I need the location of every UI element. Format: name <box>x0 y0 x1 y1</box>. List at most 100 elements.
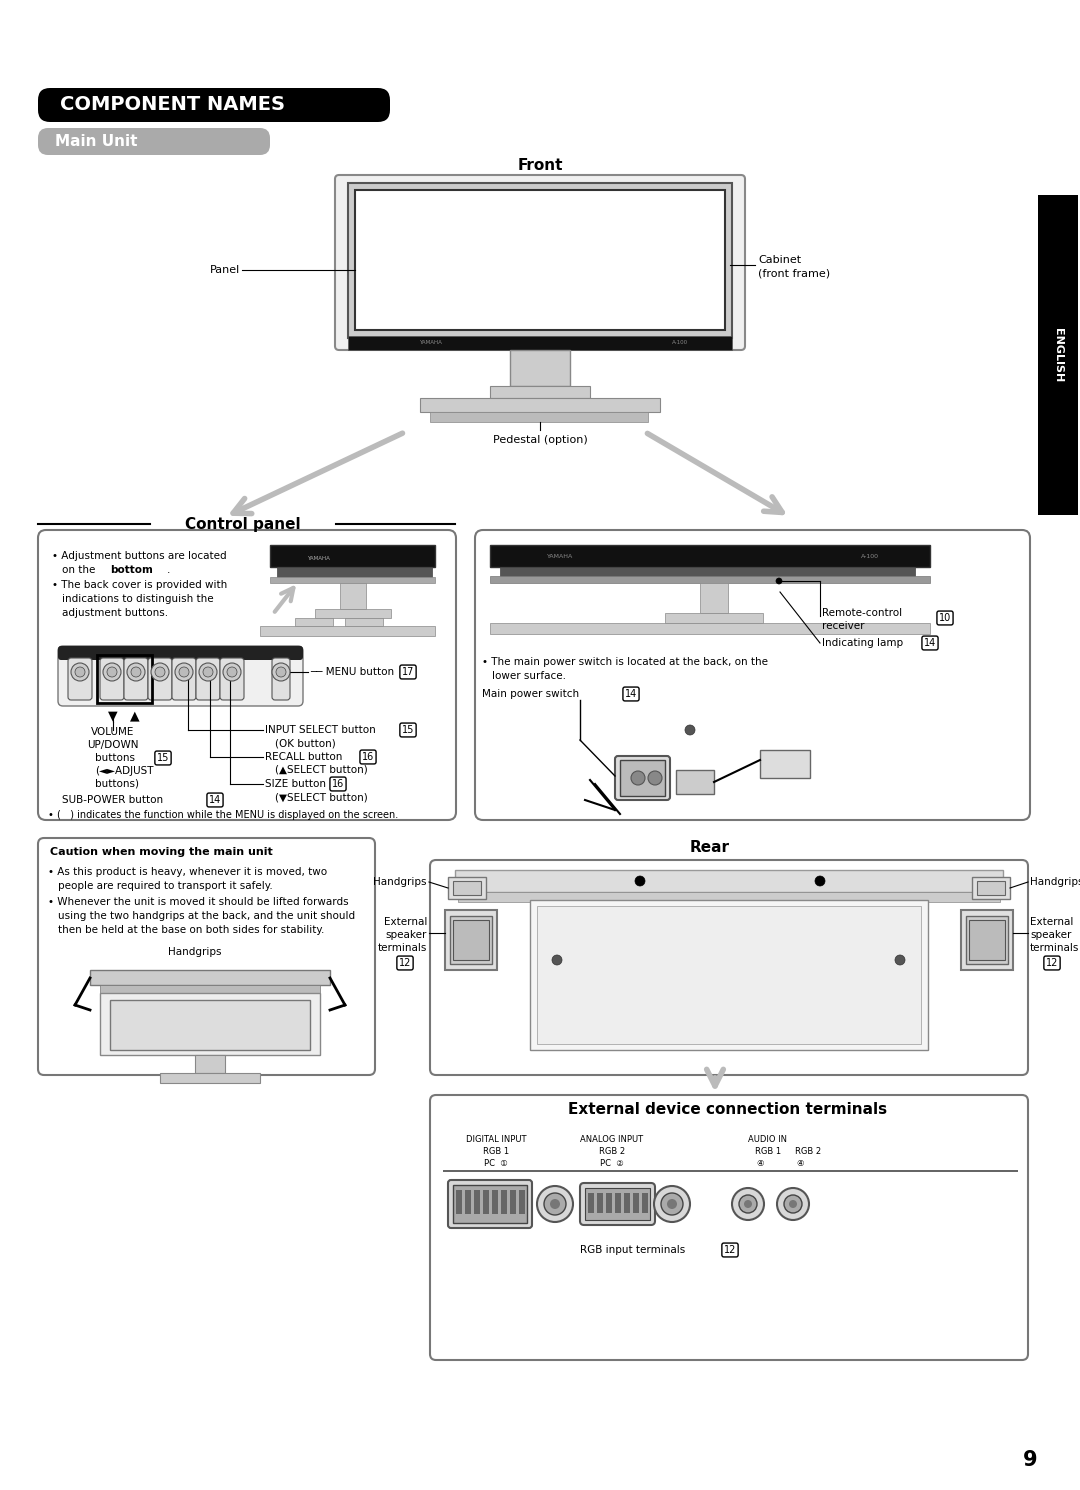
Text: UP/DOWN: UP/DOWN <box>87 741 138 749</box>
Bar <box>676 770 714 794</box>
Text: 17: 17 <box>402 668 415 676</box>
Text: terminals: terminals <box>378 943 427 954</box>
Bar <box>492 1191 498 1214</box>
FancyBboxPatch shape <box>272 659 291 700</box>
Text: Main Unit: Main Unit <box>55 134 137 149</box>
Text: • The main power switch is located at the back, on the: • The main power switch is located at th… <box>482 657 768 668</box>
FancyBboxPatch shape <box>124 659 148 700</box>
Text: INPUT SELECT button: INPUT SELECT button <box>265 726 376 735</box>
FancyBboxPatch shape <box>335 174 745 350</box>
Text: External device connection terminals: External device connection terminals <box>568 1103 888 1118</box>
Circle shape <box>777 1188 809 1220</box>
Text: (▲SELECT button): (▲SELECT button) <box>275 764 368 775</box>
Circle shape <box>895 955 905 966</box>
Circle shape <box>222 663 241 681</box>
Text: 10: 10 <box>939 612 951 623</box>
Text: PC  ②: PC ② <box>600 1159 624 1168</box>
Text: SIZE button: SIZE button <box>265 779 326 790</box>
Text: Handgrips: Handgrips <box>1030 878 1080 887</box>
Text: COMPONENT NAMES: COMPONENT NAMES <box>60 95 285 115</box>
Bar <box>537 906 921 1044</box>
Bar <box>348 337 732 350</box>
FancyBboxPatch shape <box>475 530 1030 820</box>
Text: 16: 16 <box>362 752 374 761</box>
Text: PC  ①: PC ① <box>484 1159 508 1168</box>
Text: 14: 14 <box>625 688 637 699</box>
FancyBboxPatch shape <box>220 659 244 700</box>
FancyBboxPatch shape <box>38 88 390 122</box>
Bar <box>490 623 930 635</box>
Bar <box>420 398 660 413</box>
Circle shape <box>203 668 213 676</box>
Text: RGB 2: RGB 2 <box>795 1147 821 1156</box>
Circle shape <box>175 663 193 681</box>
Bar <box>490 545 930 568</box>
Text: RECALL button: RECALL button <box>265 752 342 761</box>
Bar <box>453 881 481 895</box>
Bar <box>445 910 497 970</box>
Bar <box>430 413 648 422</box>
Text: speaker: speaker <box>386 930 427 940</box>
Text: terminals: terminals <box>1030 943 1079 954</box>
Bar <box>633 1193 639 1213</box>
Text: SUB-POWER button: SUB-POWER button <box>62 796 163 805</box>
Bar <box>160 1073 260 1083</box>
Bar <box>588 1193 594 1213</box>
Bar <box>510 1191 516 1214</box>
Text: Control panel: Control panel <box>185 517 301 532</box>
Circle shape <box>815 876 825 887</box>
Text: RGB 1: RGB 1 <box>755 1147 781 1156</box>
Bar <box>345 618 383 626</box>
Text: on the: on the <box>62 565 98 575</box>
FancyBboxPatch shape <box>615 755 670 800</box>
FancyBboxPatch shape <box>100 659 124 700</box>
Circle shape <box>744 1199 752 1208</box>
Text: 14: 14 <box>208 796 221 805</box>
Bar <box>450 916 492 964</box>
Bar <box>969 919 1005 960</box>
Bar <box>490 386 590 398</box>
Circle shape <box>75 668 85 676</box>
Text: 15: 15 <box>402 726 415 735</box>
Text: 12: 12 <box>399 958 411 969</box>
Text: RGB 1: RGB 1 <box>483 1147 509 1156</box>
Circle shape <box>661 1193 683 1214</box>
Text: .: . <box>167 565 171 575</box>
Text: • The back cover is provided with: • The back cover is provided with <box>52 580 227 590</box>
Bar <box>195 1055 225 1073</box>
Bar <box>501 1191 507 1214</box>
Text: people are required to transport it safely.: people are required to transport it safe… <box>58 881 273 891</box>
Bar <box>620 760 665 796</box>
FancyBboxPatch shape <box>38 837 375 1074</box>
Bar <box>260 626 435 636</box>
Text: Indicating lamp: Indicating lamp <box>822 638 903 648</box>
Circle shape <box>550 1199 561 1208</box>
Text: 14: 14 <box>923 638 936 648</box>
Bar <box>700 583 728 612</box>
Text: 12: 12 <box>1045 958 1058 969</box>
Bar <box>97 656 152 703</box>
Text: AUDIO IN: AUDIO IN <box>748 1135 787 1144</box>
Bar <box>465 1191 471 1214</box>
Bar <box>977 881 1005 895</box>
Bar <box>448 878 486 898</box>
Circle shape <box>552 955 562 966</box>
Text: ④: ④ <box>756 1159 764 1168</box>
Text: VOLUME: VOLUME <box>92 727 135 738</box>
Text: Main power switch: Main power switch <box>482 688 579 699</box>
FancyBboxPatch shape <box>172 659 195 700</box>
Text: • Adjustment buttons are located: • Adjustment buttons are located <box>52 551 227 562</box>
Text: Remote-control: Remote-control <box>822 608 902 618</box>
Bar <box>642 1193 648 1213</box>
Text: ── MENU button: ── MENU button <box>310 668 394 676</box>
Bar <box>483 1191 489 1214</box>
Circle shape <box>537 1186 573 1222</box>
Bar <box>276 568 432 577</box>
Text: YAMAHA: YAMAHA <box>307 556 329 562</box>
Text: Caution when moving the main unit: Caution when moving the main unit <box>50 846 273 857</box>
Circle shape <box>667 1199 677 1208</box>
Circle shape <box>648 770 662 785</box>
Circle shape <box>272 663 291 681</box>
Bar <box>456 1191 462 1214</box>
Circle shape <box>127 663 145 681</box>
